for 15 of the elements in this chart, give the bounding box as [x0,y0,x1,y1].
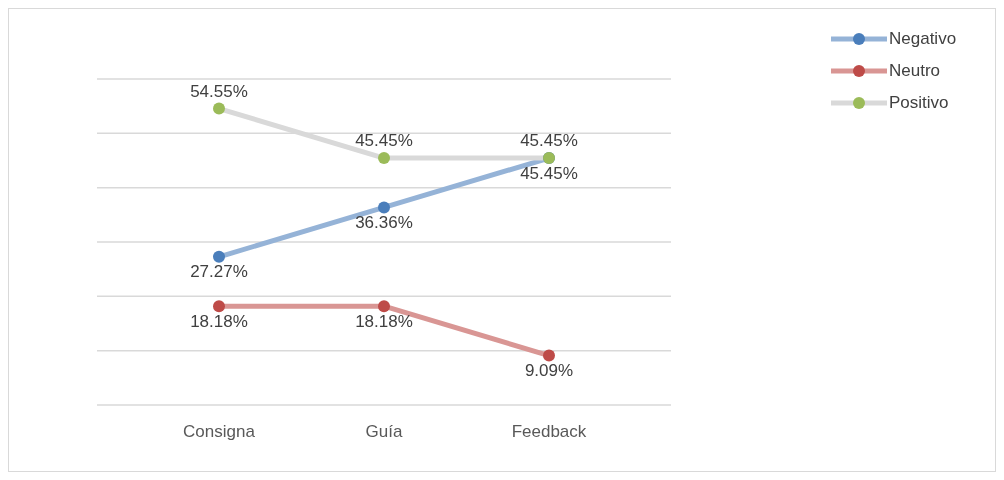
x-tick-label: Feedback [511,422,587,442]
data-label: 9.09% [524,361,574,381]
data-label: 36.36% [355,212,413,232]
data-label: 18.18% [355,311,413,331]
data-label: 54.55% [190,81,248,101]
x-tick-label: Consigna [183,422,256,442]
data-label: 18.18% [190,311,248,331]
legend-label: Neutro [889,61,941,81]
x-tick-label: Guía [365,422,403,442]
data-label: 45.45% [355,131,413,151]
data-label: 45.45% [520,163,578,183]
data-label: 27.27% [190,262,248,282]
legend-label: Positivo [889,93,949,113]
legend-label: Negativo [889,29,957,49]
data-label: 45.45% [520,131,578,151]
